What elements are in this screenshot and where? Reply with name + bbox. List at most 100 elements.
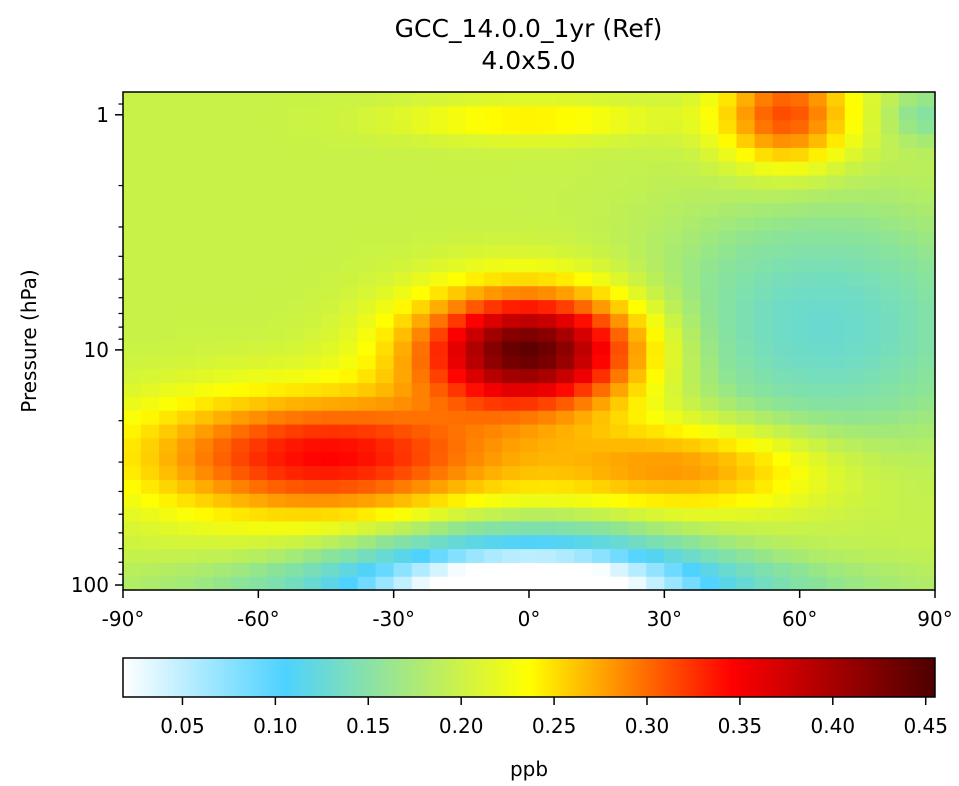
heatmap-cell bbox=[519, 230, 539, 245]
heatmap-cell bbox=[357, 313, 377, 328]
heatmap-cell bbox=[610, 507, 629, 522]
heatmap-cell bbox=[231, 548, 250, 563]
heatmap-cell bbox=[862, 368, 882, 384]
heatmap-cell bbox=[393, 147, 413, 162]
heatmap-cell bbox=[231, 285, 250, 301]
heatmap-cell bbox=[375, 230, 395, 245]
heatmap-cell bbox=[483, 437, 503, 453]
heatmap-cell bbox=[646, 119, 665, 135]
heatmap-cell bbox=[375, 92, 395, 107]
heatmap-cell bbox=[556, 244, 575, 259]
heatmap-cell bbox=[556, 285, 575, 301]
heatmap-cell bbox=[574, 562, 593, 577]
heatmap-cell bbox=[303, 202, 323, 218]
heatmap-cell bbox=[916, 576, 936, 591]
heatmap-cell bbox=[772, 188, 792, 204]
heatmap-cell bbox=[159, 133, 178, 148]
heatmap-cell bbox=[519, 216, 539, 231]
heatmap-cell bbox=[357, 341, 377, 356]
heatmap-cell bbox=[123, 258, 142, 273]
heatmap-cell bbox=[285, 133, 305, 148]
heatmap-cell bbox=[339, 534, 359, 550]
heatmap-cell bbox=[664, 465, 683, 480]
heatmap-cell bbox=[177, 437, 196, 453]
heatmap-cell bbox=[159, 119, 178, 135]
heatmap-cell bbox=[826, 507, 846, 522]
heatmap-cell bbox=[141, 507, 160, 522]
heatmap-cell bbox=[411, 354, 431, 370]
heatmap-cell bbox=[141, 548, 160, 563]
heatmap-cell bbox=[700, 382, 720, 397]
heatmap-cell bbox=[574, 92, 593, 107]
heatmap-cell bbox=[447, 562, 467, 577]
heatmap-cell bbox=[862, 382, 882, 397]
heatmap-cell bbox=[790, 507, 810, 522]
heatmap-cell bbox=[357, 133, 377, 148]
heatmap-cell bbox=[754, 548, 774, 563]
heatmap-cell bbox=[267, 479, 286, 494]
heatmap-cell bbox=[231, 451, 250, 467]
heatmap-cell bbox=[826, 354, 846, 370]
heatmap-cell bbox=[538, 299, 557, 314]
heatmap-cell bbox=[646, 271, 665, 287]
heatmap-cell bbox=[700, 271, 720, 287]
heatmap-cell bbox=[862, 258, 882, 273]
heatmap-cell bbox=[916, 244, 936, 259]
heatmap-cell bbox=[447, 507, 467, 522]
heatmap-cell bbox=[141, 520, 160, 536]
heatmap-cell bbox=[772, 410, 792, 425]
heatmap-cell bbox=[249, 479, 268, 494]
heatmap-cell bbox=[808, 258, 828, 273]
heatmap-cell bbox=[519, 258, 539, 273]
heatmap-cell bbox=[465, 327, 485, 342]
heatmap-cell bbox=[195, 424, 214, 439]
heatmap-cell bbox=[826, 548, 846, 563]
heatmap-cell bbox=[465, 354, 485, 370]
heatmap-cell bbox=[664, 244, 683, 259]
heatmap-cell bbox=[159, 341, 178, 356]
heatmap-cell bbox=[285, 161, 305, 176]
heatmap-cell bbox=[123, 451, 142, 467]
heatmap-cell bbox=[700, 562, 720, 577]
heatmap-cell bbox=[718, 175, 738, 190]
heatmap-cell bbox=[808, 410, 828, 425]
heatmap-cell bbox=[844, 465, 864, 480]
heatmap-cell bbox=[393, 451, 413, 467]
y-axis-label: Pressure (hPa) bbox=[17, 269, 41, 412]
heatmap-cell bbox=[357, 202, 377, 218]
heatmap-cell bbox=[195, 327, 214, 342]
heatmap-cell bbox=[736, 437, 756, 453]
heatmap-cell bbox=[556, 299, 575, 314]
heatmap-cell bbox=[231, 105, 250, 121]
heatmap-cell bbox=[646, 465, 665, 480]
heatmap-cell bbox=[447, 299, 467, 314]
heatmap-cell bbox=[321, 437, 341, 453]
heatmap-cell bbox=[718, 534, 738, 550]
heatmap-cell bbox=[177, 175, 196, 190]
heatmap-cell bbox=[736, 465, 756, 480]
heatmap-cell bbox=[592, 562, 611, 577]
heatmap-cell bbox=[790, 548, 810, 563]
heatmap-cell bbox=[754, 161, 774, 176]
heatmap-cell bbox=[393, 465, 413, 480]
heatmap-cell bbox=[231, 299, 250, 314]
colorbar-tick-label: 0.45 bbox=[903, 714, 948, 738]
heatmap-cell bbox=[772, 216, 792, 231]
heatmap-cell bbox=[447, 493, 467, 508]
heatmap-cell bbox=[718, 396, 738, 411]
heatmap-cell bbox=[628, 202, 647, 218]
heatmap-cell bbox=[880, 534, 900, 550]
heatmap-cell bbox=[177, 382, 196, 397]
heatmap-cell bbox=[880, 520, 900, 536]
heatmap-cell bbox=[628, 479, 647, 494]
heatmap-cell bbox=[267, 437, 286, 453]
heatmap-cell bbox=[429, 479, 449, 494]
heatmap-cell bbox=[664, 299, 683, 314]
heatmap-cell bbox=[592, 133, 611, 148]
heatmap-cell bbox=[664, 368, 683, 384]
heatmap-cell bbox=[754, 368, 774, 384]
heatmap-cell bbox=[393, 354, 413, 370]
heatmap-cell bbox=[736, 382, 756, 397]
heatmap-cell bbox=[682, 244, 702, 259]
heatmap-cell bbox=[159, 534, 178, 550]
